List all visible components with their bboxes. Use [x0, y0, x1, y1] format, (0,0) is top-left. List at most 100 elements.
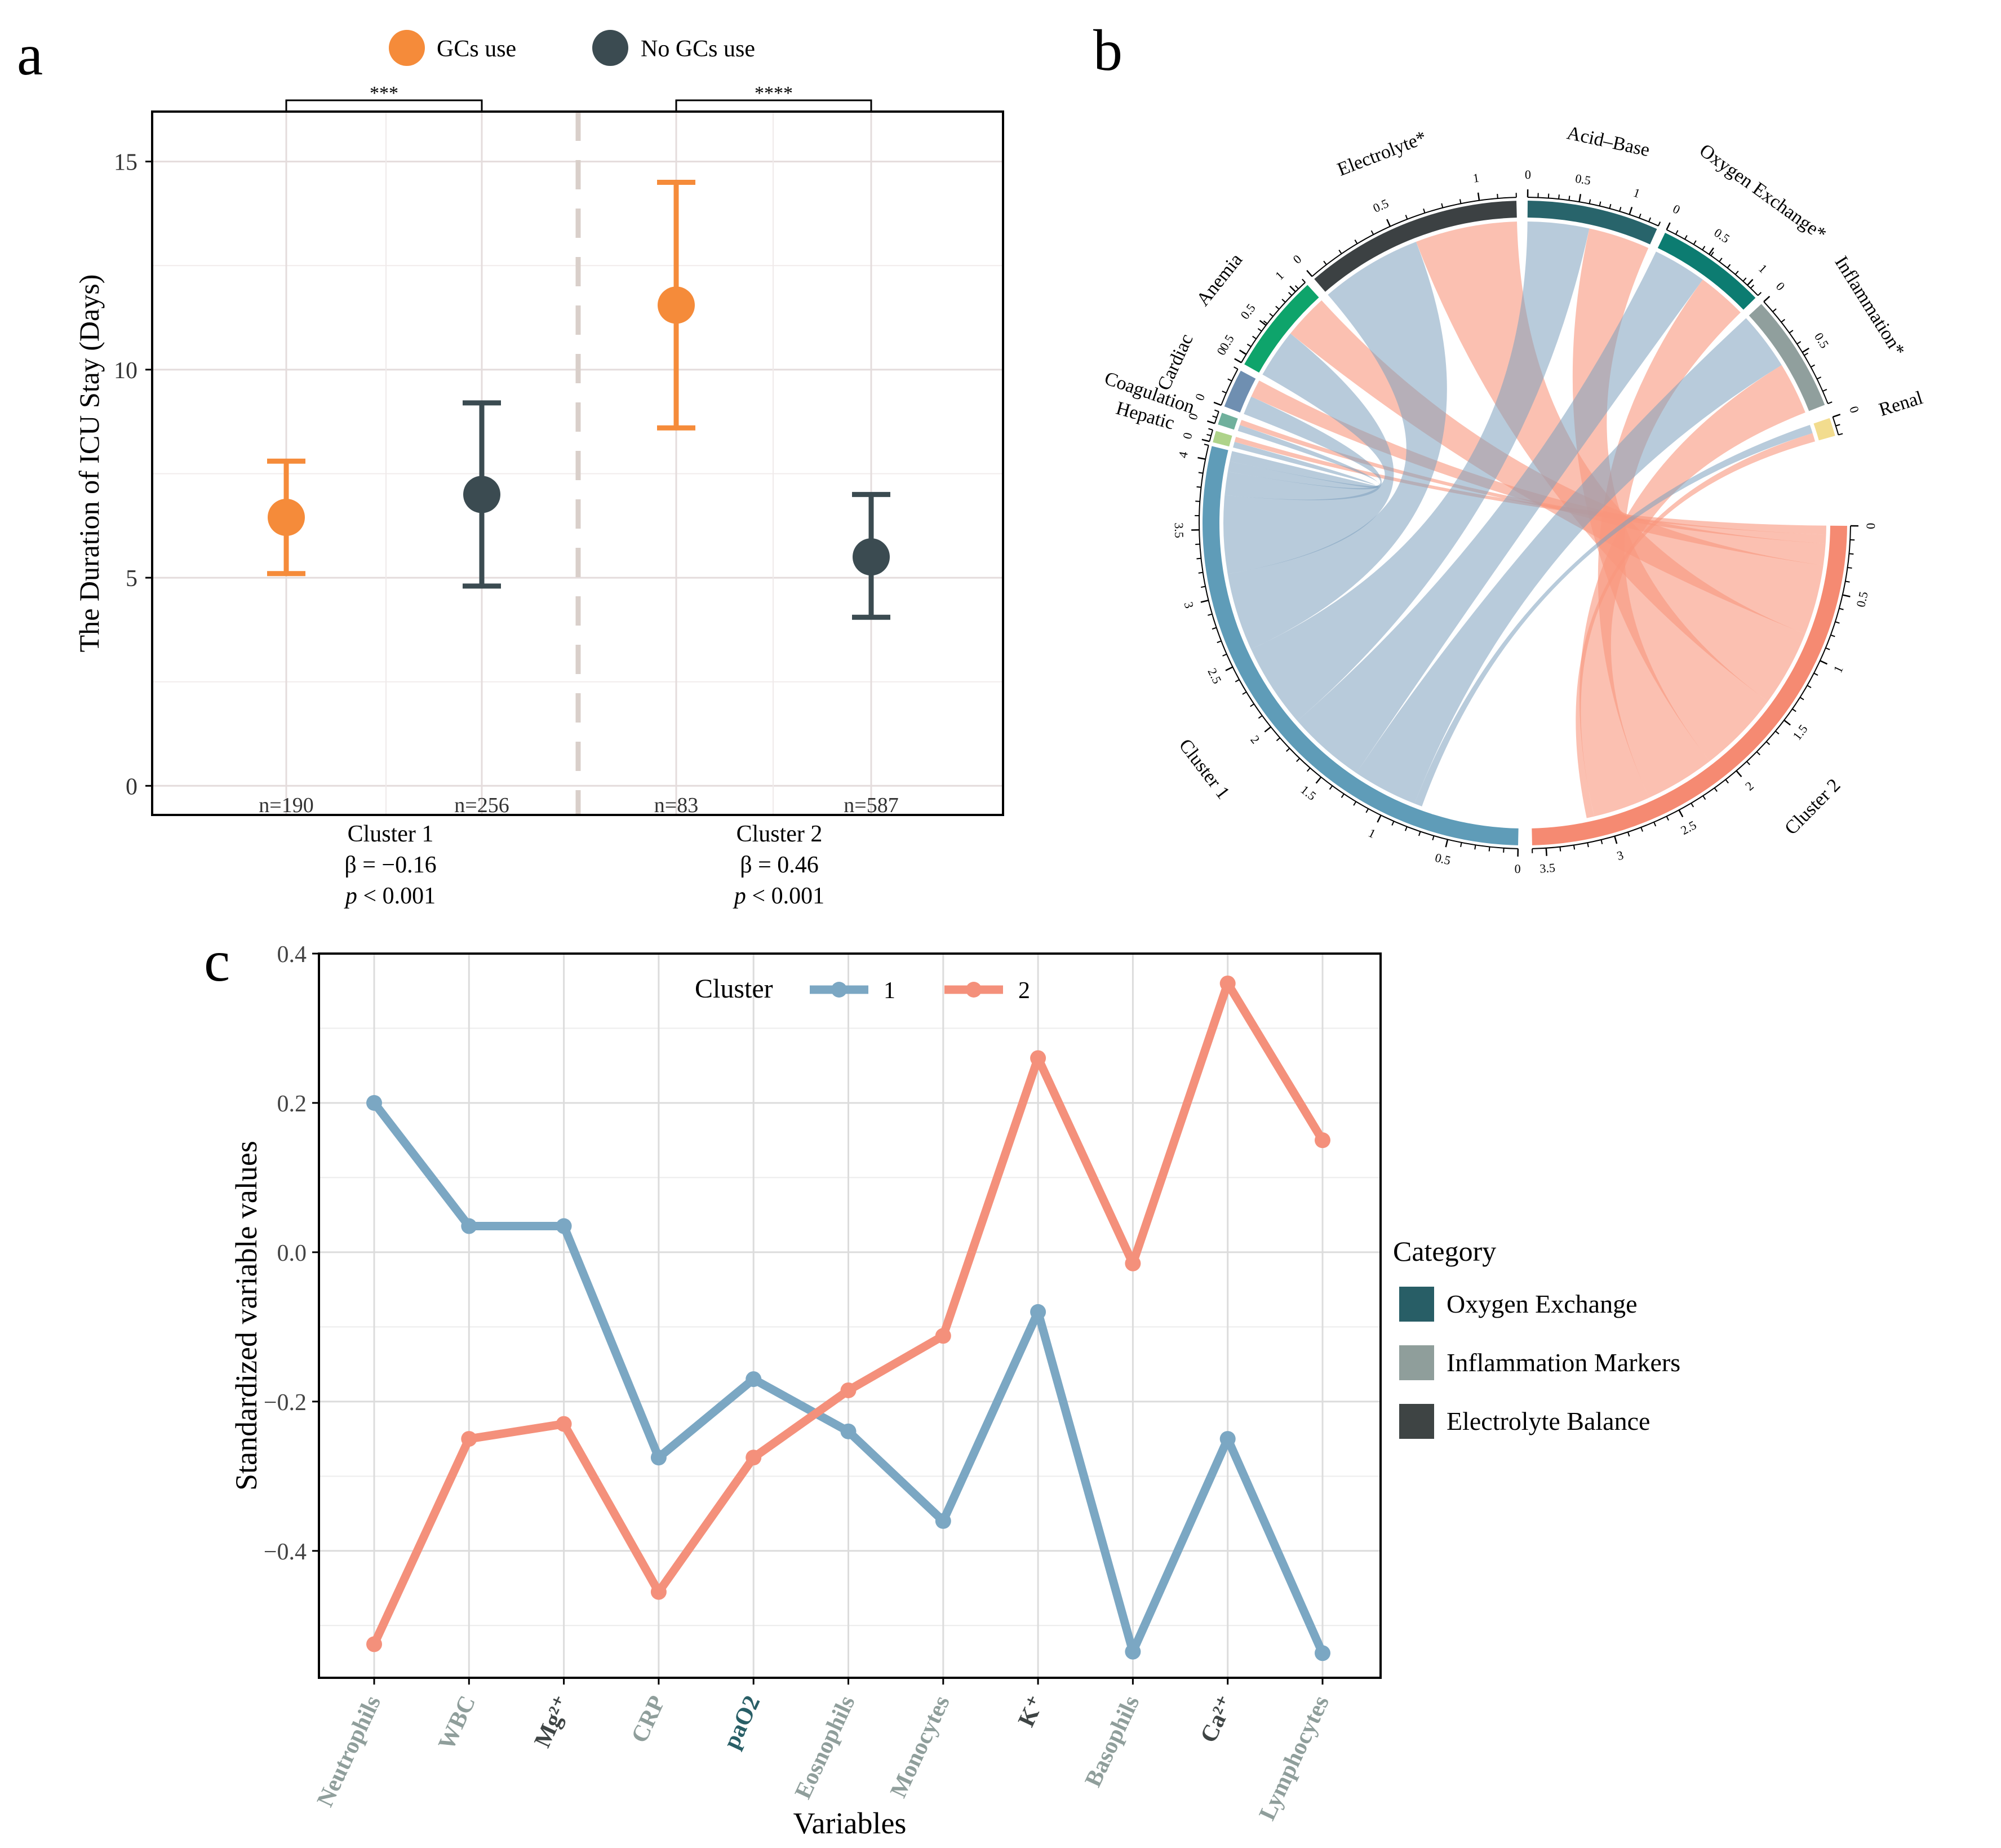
sector-minor-tick [1756, 751, 1760, 756]
panel-a: a GCs use No GCs use 0 5 10 15 The Duration … [17, 23, 1004, 909]
chord-link-cluster-2-cardiac [1251, 380, 1826, 566]
sector-tick-label: 4 [1175, 450, 1191, 459]
sample-size-label: n=190 [259, 794, 313, 817]
sector-minor-tick [1235, 679, 1240, 683]
sector-minor-tick [1789, 330, 1794, 334]
chord-link-cluster-1-cardiac [1224, 396, 1382, 500]
sector-axis [1198, 445, 1518, 849]
sector-major-tick [1213, 401, 1222, 406]
sector-major-tick [1386, 219, 1391, 227]
data-point-cluster-1 [556, 1218, 572, 1234]
sector-minor-tick [1370, 230, 1374, 235]
mean-point [463, 476, 500, 513]
sector-minor-tick [1734, 271, 1739, 275]
sector-minor-tick [1702, 795, 1706, 800]
sector-minor-tick [1222, 391, 1227, 394]
chord-link-cluster-1-acid-base [1251, 221, 1590, 721]
sector-major-tick [1747, 278, 1754, 286]
sector-major-tick [1259, 320, 1267, 326]
sector-major-tick [1201, 438, 1210, 442]
sector-minor-tick [1281, 299, 1286, 303]
sector-minor-tick [1204, 444, 1209, 446]
sector-minor-tick [1710, 251, 1714, 256]
sector-axis [1532, 526, 1851, 849]
data-point-cluster-1 [1125, 1643, 1141, 1660]
sector-minor-tick [1589, 199, 1591, 204]
plot-frame [318, 952, 1382, 1679]
sector-minor-tick [1302, 278, 1306, 283]
data-point-cluster-2 [935, 1328, 951, 1344]
chord-link-cluster-1-anemia [1223, 333, 1394, 574]
sector-minor-tick [1242, 691, 1247, 695]
sector-minor-tick [1822, 388, 1827, 392]
data-point-cluster-2 [1219, 975, 1236, 991]
category-legend-label-oxygen-exchange: Oxygen Exchange [1447, 1289, 1638, 1318]
sector-minor-tick [1675, 230, 1679, 235]
sector-minor-tick [1658, 221, 1661, 227]
p-value-label: p < 0.001 [733, 883, 824, 909]
chord-link-cluster-2-anemia [1290, 300, 1823, 634]
sector-minor-tick [1810, 364, 1815, 368]
sector-minor-tick [1781, 318, 1785, 323]
category-legend-swatch-inflammation-markers [1399, 1345, 1434, 1380]
category-legend-title: Category [1393, 1235, 1496, 1267]
sector-major-tick [1763, 295, 1771, 303]
panel-label-b: b [1093, 18, 1122, 83]
sector-minor-tick [1329, 785, 1333, 790]
sector-minor-tick [1804, 352, 1808, 356]
panel-label-a: a [17, 23, 43, 87]
data-point-cluster-1 [650, 1450, 667, 1466]
sector-minor-tick [1306, 767, 1311, 772]
sector-minor-tick [1250, 703, 1254, 707]
category-legend-label-electrolyte-balance: Electrolyte Balance [1447, 1407, 1650, 1435]
sector-minor-tick [1212, 415, 1217, 418]
sector-minor-tick [1693, 240, 1697, 245]
sector-minor-tick [1432, 835, 1435, 840]
chord-link-cluster-2-oxygen-exchange [1598, 280, 1741, 798]
sector-minor-tick [1817, 376, 1822, 380]
sector-minor-tick [1269, 313, 1274, 317]
sector-minor-tick [1288, 291, 1293, 296]
x-axis-title: Variables [793, 1806, 907, 1840]
category-legend-label-inflammation-markers: Inflammation Markers [1447, 1348, 1680, 1377]
y-tick-label: 15 [114, 150, 137, 176]
sector-axis [1214, 411, 1219, 424]
data-point-cluster-2 [461, 1431, 477, 1447]
sector-minor-tick [1460, 842, 1462, 848]
sector-major-tick [1614, 836, 1618, 844]
sector-renal [1813, 418, 1835, 441]
sector-major-tick [1200, 599, 1209, 603]
sector-minor-tick [1365, 808, 1369, 813]
sector-minor-tick [1503, 848, 1505, 853]
significance-stars: **** [755, 83, 793, 104]
sector-minor-tick [1276, 737, 1281, 742]
sector-minor-tick [1296, 757, 1301, 763]
y-tick-label: 0.0 [277, 1240, 307, 1266]
sector-minor-tick [1234, 366, 1239, 370]
sector-major-tick [1289, 285, 1296, 293]
sector-minor-tick [1719, 258, 1723, 262]
chord-link-cluster-2-hepatic [1234, 437, 1826, 535]
sector-major-tick [1802, 347, 1809, 353]
sector-minor-tick [1727, 264, 1731, 269]
chord-link-cluster-1-hepatic [1230, 441, 1379, 488]
data-point-cluster-1 [746, 1371, 762, 1388]
cluster-label: Cluster 2 [736, 821, 823, 847]
sector-minor-tick [1838, 433, 1843, 436]
sector-minor-tick [1640, 827, 1643, 832]
sector-minor-tick [1845, 580, 1850, 583]
sector-cardiac [1224, 370, 1256, 413]
category-legend-swatch-electrolyte-balance [1399, 1404, 1434, 1439]
sector-major-tick [1315, 777, 1322, 784]
sector-tick-label: 3.5 [1539, 861, 1556, 876]
p-symbol: p [733, 883, 746, 909]
sector-minor-tick [1702, 246, 1706, 250]
y-tick-label: −0.2 [264, 1390, 307, 1416]
sector-minor-tick [1341, 794, 1345, 798]
sector-inflammation [1749, 304, 1825, 411]
sector-minor-tick [1206, 433, 1212, 437]
sector-minor-tick [1746, 761, 1751, 765]
sector-major-tick [1264, 726, 1272, 733]
